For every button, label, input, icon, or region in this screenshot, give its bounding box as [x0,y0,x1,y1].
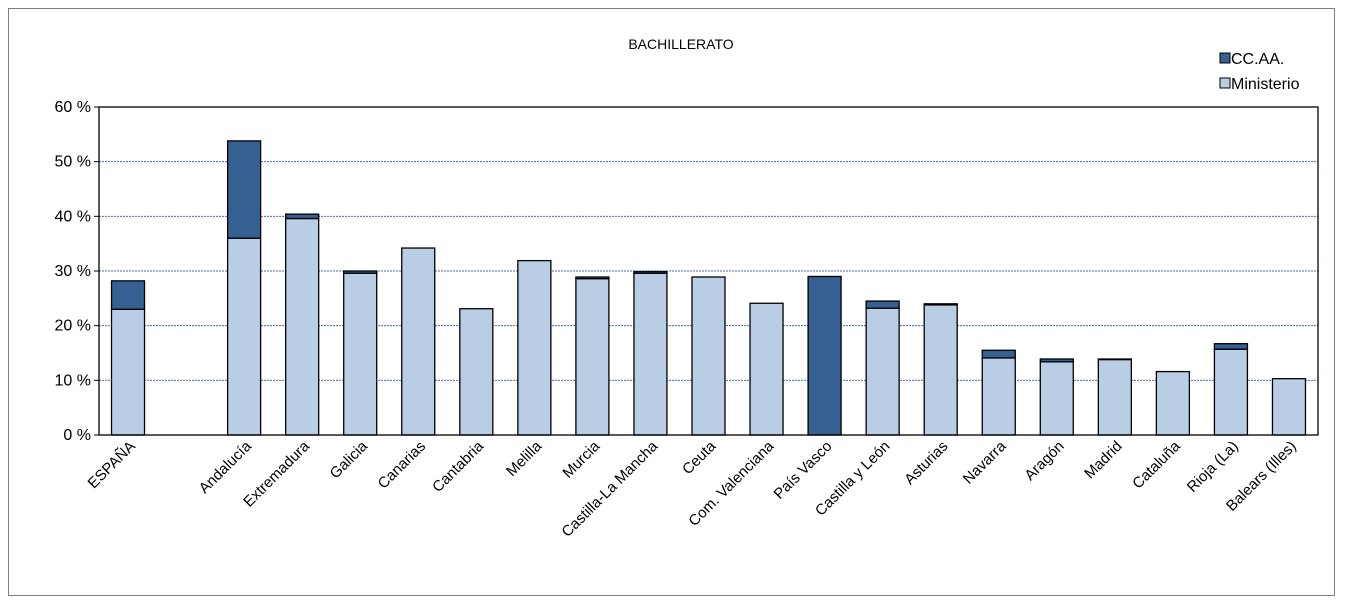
bar-ministerio [517,259,552,436]
bar-ministerio [343,272,378,436]
legend-swatch-ccaa [1219,52,1231,64]
y-tick-label: 40 % [55,208,91,225]
bar-ministerio [1213,348,1249,436]
bar-ministerio [749,302,784,436]
bar-chart: BACHILLERATO 0 % 10 % 20 % 30 % 40 % 50 % 60 %… [55,36,1319,541]
bar-ccaa [226,140,262,239]
x-tick-label: Asturias [901,438,951,488]
bar-ministerio [401,247,436,436]
bar-ministerio [1097,358,1132,436]
bar-ccaa [285,213,320,220]
bar-ministerio [691,276,726,436]
bar-ministerio [1155,370,1191,436]
x-tick-label: Madrid [1081,438,1125,482]
x-tick-label: Cantabria [429,437,487,495]
bar-ccaa [575,276,610,280]
bar-ccaa [1039,358,1074,363]
bar-ministerio [633,272,668,436]
bars [110,140,1307,436]
legend-label-ccaa: CC.AA. [1231,51,1284,68]
bar-ministerio [1039,361,1074,436]
x-tick-label: ESPAÑA [85,438,139,492]
bar-ccaa [865,300,900,309]
x-tick-label: Castilla-La Mancha [558,437,661,540]
bar-ccaa [923,303,958,306]
bar-ministerio [981,357,1016,436]
bar-ccaa [1097,358,1132,361]
x-tick-label: Navarra [960,437,1010,487]
x-tick-label: Cataluña [1129,437,1184,492]
bar-ministerio [923,304,958,436]
bar-ccaa [343,270,378,274]
x-tick-label: Melilla [503,437,546,480]
x-tick-label: Galicia [327,437,372,482]
x-tick-label: Aragón [1021,438,1067,484]
x-tick-label: Andalucía [196,437,256,497]
x-tick-label: Canarias [375,438,429,492]
bar-ccaa [981,349,1016,359]
y-tick-label: 0 % [63,427,91,444]
bar-ministerio [1271,378,1307,436]
bar-ccaa [633,270,668,274]
y-tick-labels: 0 % 10 % 20 % 30 % 40 % 50 % 60 % [55,99,99,444]
bar-ccaa [807,275,842,436]
bar-ministerio [285,217,320,436]
y-tick-label: 60 % [55,99,91,116]
legend-label-ministerio: Ministerio [1231,76,1300,93]
x-tick-label: Rioja (La) [1184,438,1242,496]
bar-ministerio [110,308,146,436]
legend: CC.AA. Ministerio [1219,51,1300,93]
y-tick-label: 20 % [55,318,91,335]
y-tick-label: 10 % [55,372,91,389]
y-tick-label: 50 % [55,154,91,171]
bar-ccaa [110,280,146,310]
legend-swatch-ministerio [1219,77,1231,89]
bar-ministerio [226,237,262,436]
bar-ministerio [575,278,610,436]
bar-ministerio [459,308,494,436]
y-tick-label: 30 % [55,263,91,280]
bar-ministerio [865,307,900,436]
chart-title: BACHILLERATO [628,36,733,52]
x-tick-label: Murcia [559,437,603,481]
x-tick-label: Ceuta [679,437,720,478]
chart-container: BACHILLERATO 0 % 10 % 20 % 30 % 40 % 50 % 60 %… [8,8,1335,596]
bar-ccaa [1213,343,1249,350]
